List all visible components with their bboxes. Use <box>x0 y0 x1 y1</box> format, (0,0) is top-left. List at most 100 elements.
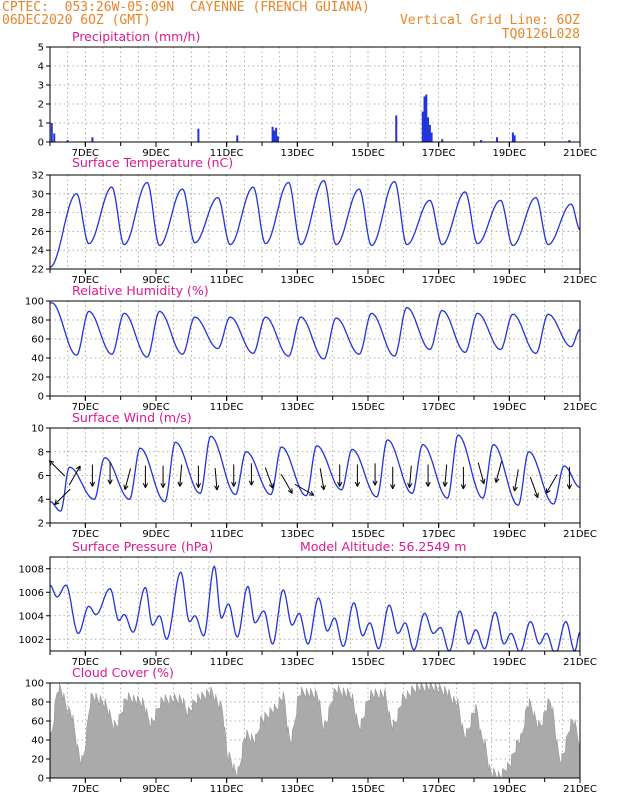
precip-bar <box>428 124 431 142</box>
wind-arrow-head <box>54 499 57 505</box>
y-tick-label: 1 <box>38 119 44 130</box>
wind-arrow-head <box>533 493 539 499</box>
y-tick-label: 2 <box>38 519 44 530</box>
y-tick-label: 22 <box>31 265 44 276</box>
wind-arrow-head <box>483 478 486 484</box>
precip-bar <box>395 115 398 142</box>
wind-arrow <box>48 460 66 477</box>
panel-subtitle: Model Altitude: 56.2549 m <box>300 539 466 554</box>
panel-3: 2 4 6 8 10 7DEC 9DEC 11DEC 13DEC 15DEC 17DEC 19DEC 2… <box>31 410 597 540</box>
y-tick-label: 5 <box>38 43 44 54</box>
wind-arrow <box>264 467 274 489</box>
precip-bar <box>425 94 428 142</box>
x-tick-label: 11DEC <box>210 657 244 668</box>
y-tick-label: 1006 <box>19 588 44 599</box>
wind-arrow-head <box>494 477 497 483</box>
x-tick-label: 19DEC <box>492 657 526 668</box>
wind-arrow-head <box>372 480 376 486</box>
wind-arrow-head <box>287 490 293 494</box>
wind-arrow-head <box>390 484 394 490</box>
x-tick-label: 13DEC <box>280 529 314 540</box>
x-tick-label: 11DEC <box>210 784 244 795</box>
x-tick-label: 9DEC <box>142 402 169 413</box>
x-tick-label: 15DEC <box>351 148 385 159</box>
y-tick-label: 60 <box>31 335 44 346</box>
precip-bar <box>423 96 426 142</box>
y-tick-label: 1002 <box>19 635 44 646</box>
wind-arrow <box>545 474 558 494</box>
precip-bar <box>495 137 498 142</box>
precip-bar <box>421 111 424 142</box>
x-tick-label: 21DEC <box>563 275 597 286</box>
wind-arrow <box>513 469 519 492</box>
panel-0: 0 1 2 3 4 5 7DEC 9DEC 11DEC 13DEC 15DEC 17DEC 19DEC 2… <box>38 29 597 159</box>
wind-arrow <box>179 464 183 487</box>
wind-arrow-head <box>568 484 573 490</box>
wind-arrow <box>54 488 71 506</box>
x-tick-label: 13DEC <box>280 784 314 795</box>
wind-arrow-head <box>123 484 126 490</box>
wind-arrow-head <box>409 483 413 488</box>
x-tick-label: 15DEC <box>351 529 385 540</box>
panel-5: 0 20 40 60 80 100 7DEC 9DEC 11DEC 13DEC 15DEC 17DEC… <box>25 665 597 795</box>
precip-bar <box>197 128 200 142</box>
precip-bar <box>236 135 239 142</box>
header-run-date: 06DEC2020 6OZ (GMT) <box>2 13 151 28</box>
plot-frame <box>49 46 581 143</box>
y-tick-label: 80 <box>31 316 44 327</box>
precip-bar <box>511 132 514 142</box>
header-code: TQ0126L028 <box>501 27 580 42</box>
plot-area <box>50 557 580 651</box>
x-tick-label: 17DEC <box>422 275 456 286</box>
x-tick-label: 19DEC <box>492 275 526 286</box>
wind-arrow-head <box>195 482 199 488</box>
wind-arrow-head <box>392 484 396 490</box>
y-tick-label: 6 <box>38 471 44 482</box>
precip-bar <box>441 139 444 142</box>
plot-frame <box>49 556 581 652</box>
y-tick-label: 60 <box>31 717 44 728</box>
x-tick-label: 15DEC <box>351 275 385 286</box>
wind-arrow <box>294 483 315 496</box>
wind-arrow <box>408 465 412 488</box>
panel-title: Relative Humidity (%) <box>72 283 209 298</box>
precip-bar <box>276 136 279 142</box>
wind-arrow-head <box>444 481 448 487</box>
wind-arrow-head <box>407 482 410 488</box>
x-tick-label: 19DEC <box>492 402 526 413</box>
wind-arrow <box>444 464 448 487</box>
wind-arrow-head <box>566 484 570 490</box>
y-tick-label: 32 <box>31 171 44 182</box>
wind-arrow <box>319 468 325 490</box>
wind-arrow-head <box>231 481 235 487</box>
wind-arrow-head <box>480 479 485 485</box>
x-tick-label: 9DEC <box>142 784 169 795</box>
x-tick-label: 7DEC <box>72 148 99 159</box>
wind-arrow-head <box>160 482 164 488</box>
wind-arrow <box>68 465 81 486</box>
x-tick-label: 15DEC <box>351 657 385 668</box>
y-tick-label: 40 <box>31 736 44 747</box>
y-tick-label: 8 <box>38 447 44 458</box>
y-tick-label: 10 <box>31 424 44 435</box>
wind-arrow-head <box>310 490 315 496</box>
cloud-cover-area <box>49 682 581 779</box>
panel-4: 1002 1004 1006 1008 7DEC 9DEC 11DEC 13DEC 15DEC 1… <box>19 539 597 668</box>
y-tick-label: 1004 <box>19 611 44 622</box>
x-tick-label: 7DEC <box>72 529 99 540</box>
x-tick-label: 17DEC <box>422 402 456 413</box>
wind-arrow-head <box>514 486 518 492</box>
wind-arrow-head <box>107 479 111 485</box>
wind-arrow-head <box>75 465 81 470</box>
series-line <box>49 179 581 268</box>
series-line <box>49 434 581 512</box>
wind-arrow-head <box>177 481 181 487</box>
x-tick-label: 17DEC <box>422 657 456 668</box>
wind-arrow-head <box>462 484 467 490</box>
wind-arrow-head <box>337 481 341 487</box>
x-tick-label: 11DEC <box>210 148 244 159</box>
precip-bar <box>91 137 94 142</box>
x-tick-label: 13DEC <box>280 275 314 286</box>
x-tick-label: 9DEC <box>142 657 169 668</box>
